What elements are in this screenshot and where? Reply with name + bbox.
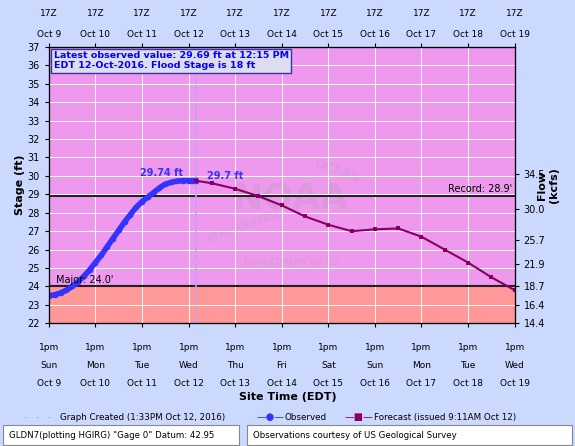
Text: 1pm: 1pm: [178, 343, 199, 352]
Text: Wed: Wed: [505, 361, 524, 370]
Text: Oct 9: Oct 9: [37, 379, 61, 388]
Text: Latest observed value: 29.69 ft at 12:15 PM
EDT 12-Oct-2016. Flood Stage is 18 f: Latest observed value: 29.69 ft at 12:15…: [53, 51, 289, 70]
Text: 17Z: 17Z: [180, 9, 197, 18]
Text: 17Z: 17Z: [413, 9, 430, 18]
Text: OCEAN: OCEAN: [313, 157, 362, 186]
Text: 1pm: 1pm: [365, 343, 385, 352]
Text: 17Z: 17Z: [320, 9, 337, 18]
Text: Mon: Mon: [86, 361, 105, 370]
Text: Oct 11: Oct 11: [127, 379, 157, 388]
Text: 17Z: 17Z: [40, 9, 58, 18]
Text: Oct 17: Oct 17: [407, 379, 436, 388]
Text: 1pm: 1pm: [39, 343, 59, 352]
Text: Oct 13: Oct 13: [220, 379, 250, 388]
Text: 1pm: 1pm: [458, 343, 478, 352]
Y-axis label: Stage (ft): Stage (ft): [14, 155, 25, 215]
Text: Oct 19: Oct 19: [500, 379, 530, 388]
Text: - - - -: - - - -: [23, 412, 64, 422]
Text: Oct 16: Oct 16: [360, 30, 390, 39]
Text: Oct 15: Oct 15: [313, 30, 343, 39]
Text: Wed: Wed: [179, 361, 198, 370]
Bar: [49, 286, 515, 323]
Text: Sun: Sun: [40, 361, 58, 370]
Text: 17Z: 17Z: [459, 9, 477, 18]
Text: Oct 15: Oct 15: [313, 379, 343, 388]
Text: NOAA: NOAA: [233, 182, 349, 216]
FancyBboxPatch shape: [3, 425, 239, 445]
Text: Oct 14: Oct 14: [267, 379, 297, 388]
Text: Tue: Tue: [461, 361, 476, 370]
Text: 29.74 ft: 29.74 ft: [140, 169, 182, 178]
Text: Oct 12: Oct 12: [174, 30, 204, 39]
Text: Site Time (EDT): Site Time (EDT): [239, 392, 336, 402]
Text: Sat: Sat: [321, 361, 336, 370]
Text: Observed: Observed: [285, 413, 327, 421]
Text: Tue: Tue: [135, 361, 150, 370]
Text: GLDN7(plotting HGIRG) "Gage 0" Datum: 42.95: GLDN7(plotting HGIRG) "Gage 0" Datum: 42…: [9, 430, 214, 440]
Text: 1pm: 1pm: [271, 343, 292, 352]
Text: Oct 10: Oct 10: [81, 379, 110, 388]
Text: 17Z: 17Z: [87, 9, 104, 18]
Text: 17Z: 17Z: [273, 9, 290, 18]
Text: 1pm: 1pm: [225, 343, 246, 352]
FancyBboxPatch shape: [247, 425, 572, 445]
Text: Oct 17: Oct 17: [407, 30, 436, 39]
Text: —■—: —■—: [345, 412, 374, 422]
Text: 1pm: 1pm: [318, 343, 339, 352]
Y-axis label: Flow
(kcfs): Flow (kcfs): [538, 167, 559, 203]
Text: Oct 19: Oct 19: [500, 30, 530, 39]
Text: 17Z: 17Z: [506, 9, 523, 18]
Text: 17Z: 17Z: [366, 9, 384, 18]
Text: 17Z: 17Z: [227, 9, 244, 18]
Text: Oct 10: Oct 10: [81, 30, 110, 39]
Text: Mon: Mon: [412, 361, 431, 370]
Text: Forecast (issued 9:11AM Oct 12): Forecast (issued 9:11AM Oct 12): [374, 413, 516, 421]
Text: Major: 24.0': Major: 24.0': [56, 275, 113, 285]
Text: —●—: —●—: [256, 412, 284, 422]
Text: Thu: Thu: [227, 361, 244, 370]
Text: Graph Created (1:33PM Oct 12, 2016): Graph Created (1:33PM Oct 12, 2016): [60, 413, 225, 421]
Text: Oct 18: Oct 18: [453, 30, 483, 39]
Text: Sun: Sun: [366, 361, 384, 370]
Bar: [49, 47, 515, 286]
Text: Oct 9: Oct 9: [37, 30, 61, 39]
Text: 29.7 ft: 29.7 ft: [207, 171, 243, 181]
Text: Oct 18: Oct 18: [453, 379, 483, 388]
Text: DEPARTMENT OF CO: DEPARTMENT OF CO: [244, 258, 339, 267]
Text: Oct 12: Oct 12: [174, 379, 204, 388]
Text: Fri: Fri: [277, 361, 287, 370]
Text: 1pm: 1pm: [85, 343, 106, 352]
Text: Oct 16: Oct 16: [360, 379, 390, 388]
Text: 1pm: 1pm: [132, 343, 152, 352]
Text: Oct 11: Oct 11: [127, 30, 157, 39]
Text: Oct 14: Oct 14: [267, 30, 297, 39]
Text: 1pm: 1pm: [504, 343, 525, 352]
Text: Oct 13: Oct 13: [220, 30, 250, 39]
Text: ATMOSPHERIC: ATMOSPHERIC: [206, 208, 283, 245]
Text: Record: 28.9': Record: 28.9': [448, 184, 512, 194]
Text: 17Z: 17Z: [133, 9, 151, 18]
Text: Observations courtesy of US Geological Survey: Observations courtesy of US Geological S…: [253, 430, 457, 440]
Text: 1pm: 1pm: [411, 343, 432, 352]
